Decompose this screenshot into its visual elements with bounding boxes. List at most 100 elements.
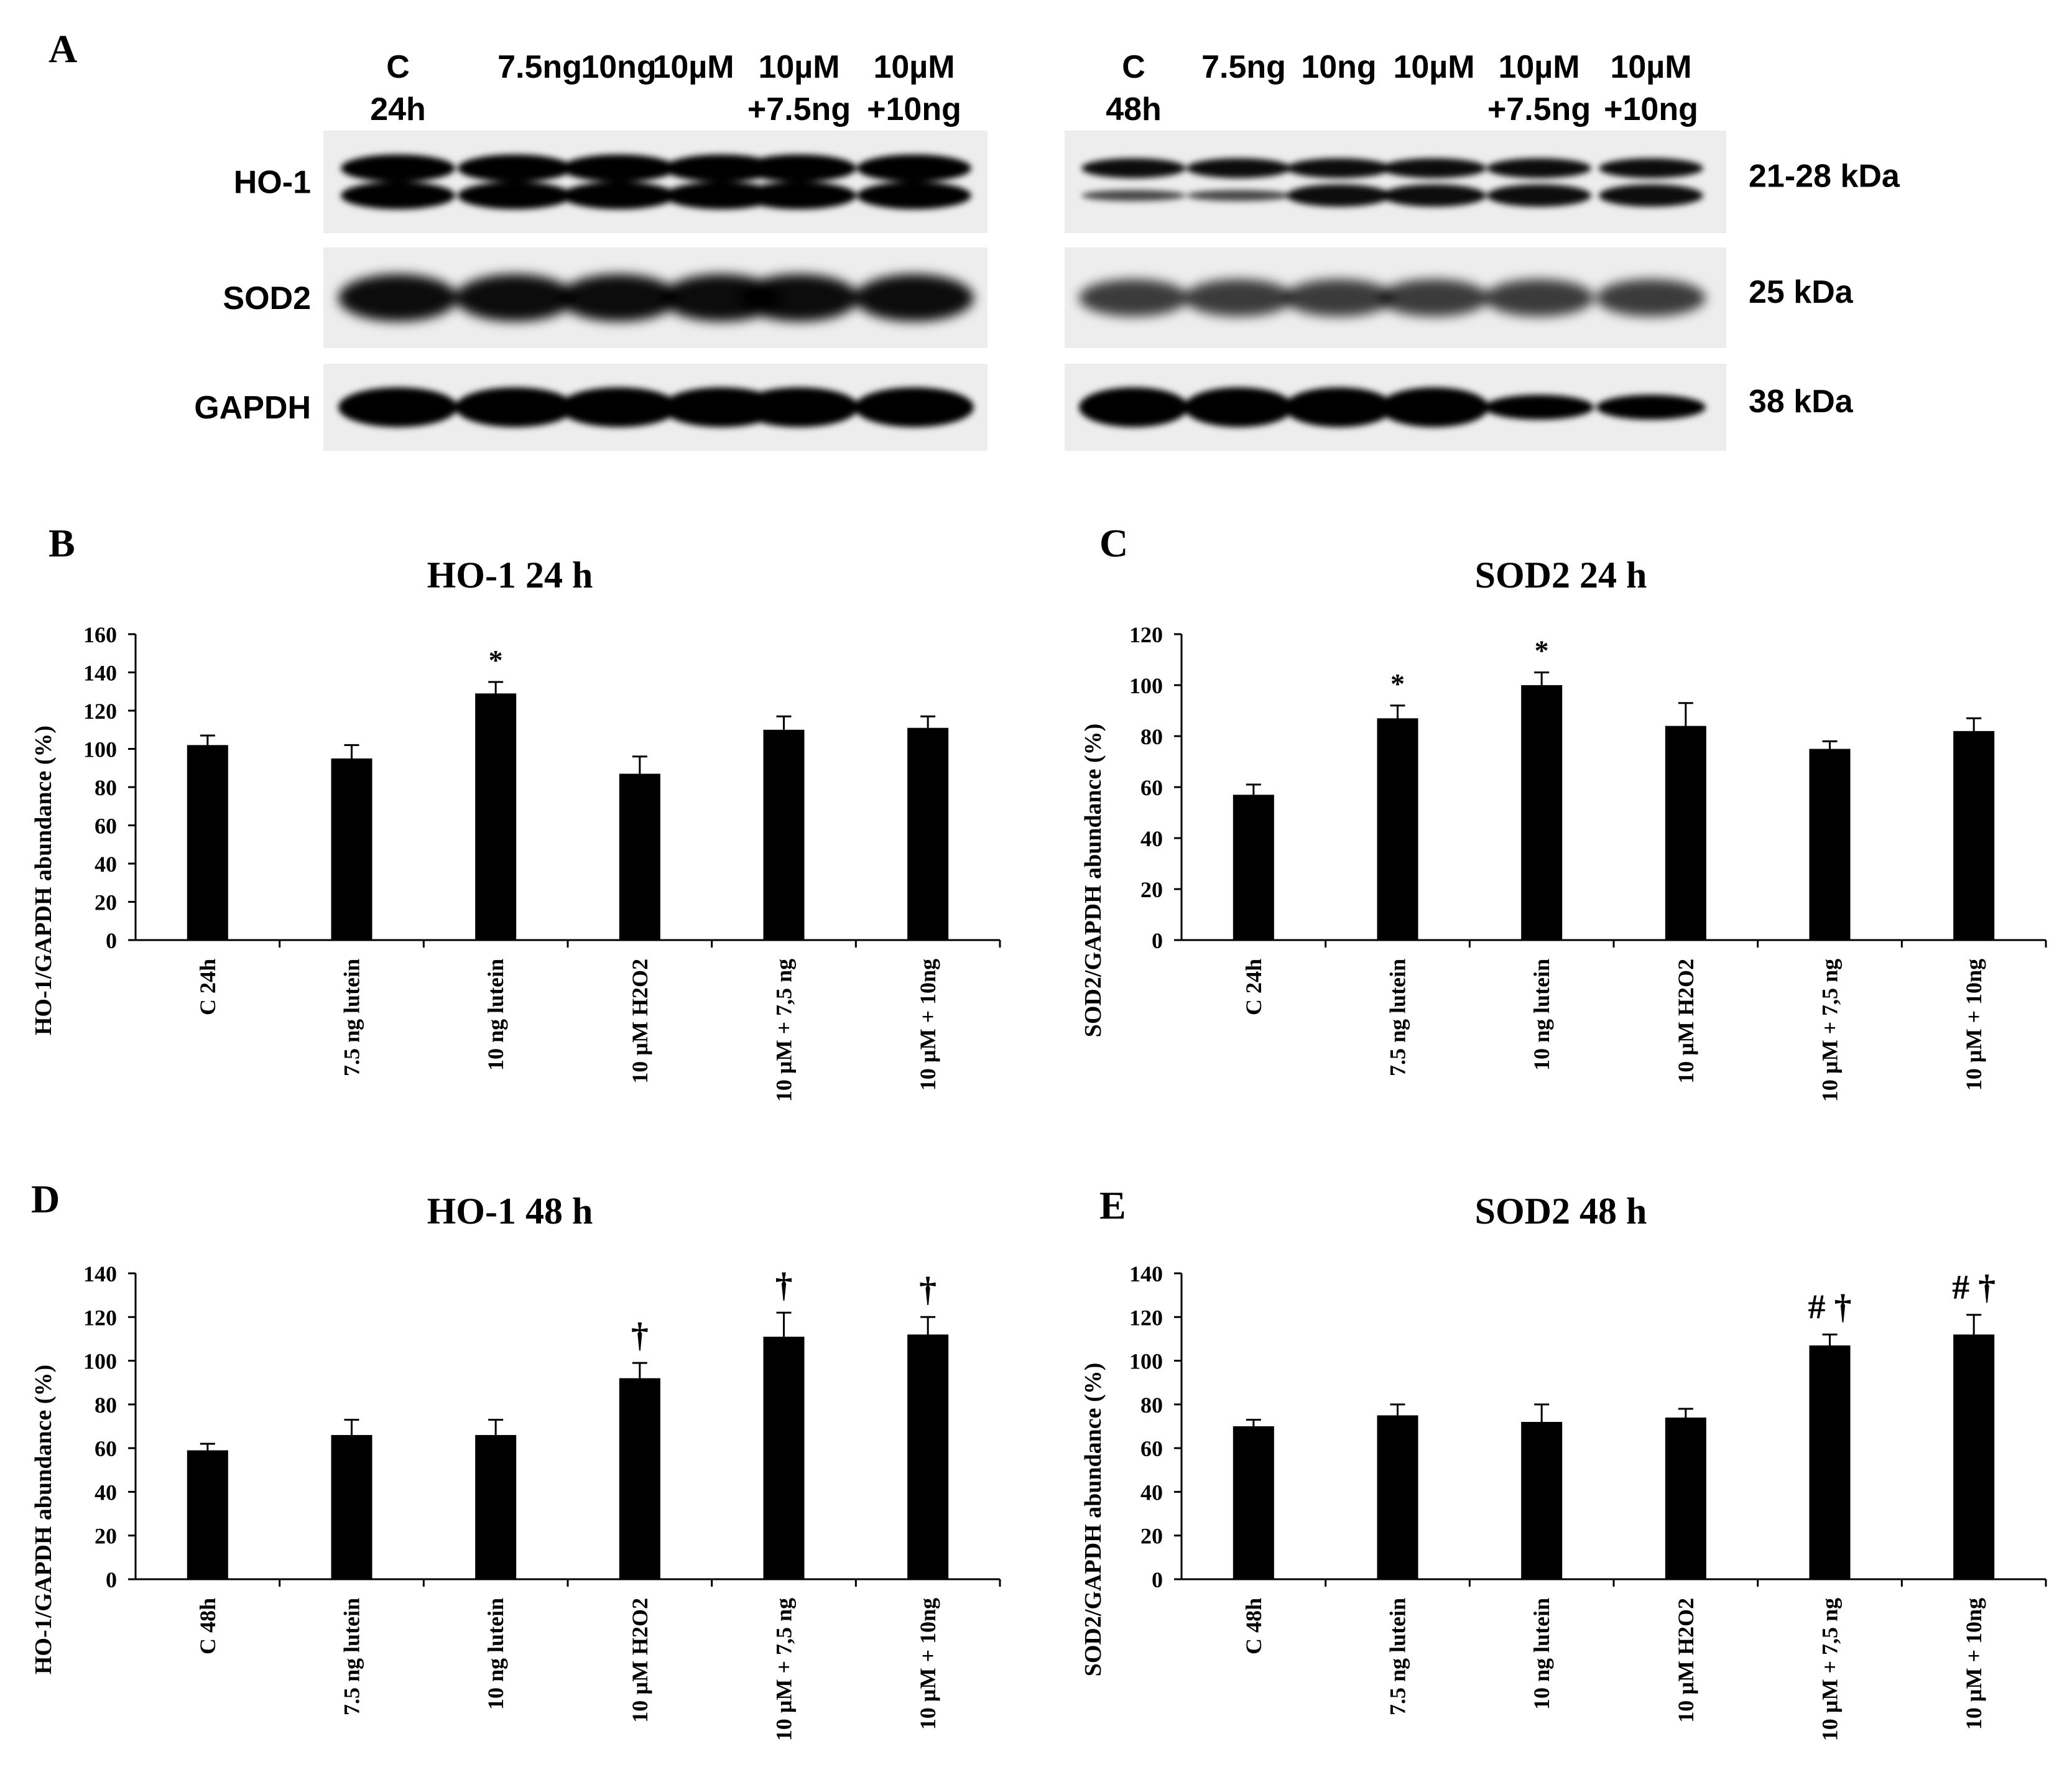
blot-strip-sod2 [1065,247,1726,348]
y-tick-label: 100 [1129,1349,1163,1374]
bar [1809,749,1851,940]
panel-letter-a: A [49,27,77,71]
x-category-label: 10 µM + 7,5 ng [772,959,797,1102]
x-category-label: 10 µM H2O2 [627,1598,652,1723]
x-category-label: 10 ng lutein [483,1598,508,1710]
x-category-label: 10 µM H2O2 [1673,1598,1698,1723]
y-tick-label: 80 [95,1393,117,1418]
y-tick-label: 140 [83,1262,117,1286]
y-tick-label: 140 [1129,1262,1163,1286]
kda-label: 38 kDa [1749,384,1854,420]
y-tick-label: 60 [95,814,117,839]
chart-title: HO-1 24 h [427,555,593,596]
y-tick-label: 20 [95,1524,117,1549]
x-category-label: C 24h [1241,959,1266,1015]
protein-label: GAPDH [194,390,311,426]
bar [1665,726,1706,940]
y-tick-label: 60 [1140,1436,1163,1461]
bar [763,729,805,940]
chart-b: B HO-1 24 h HO-1/GAPDH abundance (%) 0 20 40 6… [30,521,1001,1102]
bar [1809,1345,1851,1579]
bar [187,745,228,940]
y-axis-label: HO-1/GAPDH abundance (%) [30,1365,57,1674]
y-tick-label: 40 [1140,826,1163,851]
bar-charts: B HO-1 24 h HO-1/GAPDH abundance (%) 0 20 40 6… [30,521,2047,1741]
x-category-label: 10 ng lutein [1529,959,1554,1071]
lane-label: 10ng [581,49,656,85]
y-tick-label: 80 [1140,1393,1163,1418]
protein-label: SOD2 [223,280,311,316]
y-tick-label: 120 [1129,1305,1163,1330]
y-tick-label: 0 [106,1567,117,1592]
y-tick-label: 20 [1140,1524,1163,1549]
x-category-label: 10 µM H2O2 [1673,959,1698,1084]
bar [331,1435,372,1579]
bar [475,693,517,940]
bar [619,1378,660,1579]
panel-letter: C [1099,521,1128,565]
significance-marker: # † [1952,1268,1996,1307]
significance-marker: * [1535,635,1549,667]
bar [907,727,949,940]
y-tick-label: 80 [1140,724,1163,749]
significance-marker: # † [1808,1288,1852,1326]
significance-marker: * [1390,668,1405,699]
significance-marker: † [775,1266,793,1304]
lane-label: 10µM +7.5ng [1487,49,1591,127]
y-tick-label: 40 [95,1480,117,1505]
bar [1377,718,1418,940]
chart-e: E SOD2 48 h SOD2/GAPDH abundance (%) 0 20 40 6… [1080,1183,2047,1741]
bar [763,1336,805,1579]
y-tick-label: 100 [83,1349,117,1374]
lane-label: 10µM +10ng [867,49,961,127]
bar [1953,1334,1995,1579]
bar [331,758,372,940]
blot-strip-ho-1 [323,131,987,233]
panel-letter: B [49,521,75,565]
significance-marker: * [489,644,503,676]
lane-label: 10µM [652,49,734,85]
y-tick-label: 120 [83,1305,117,1330]
lane-label: C 48h [1106,49,1162,127]
x-category-label: 7.5 ng lutein [340,1598,364,1715]
y-axis-label: HO-1/GAPDH abundance (%) [30,726,57,1035]
x-category-label: C 48h [1241,1598,1266,1654]
y-tick-label: 0 [106,928,117,953]
bar [475,1435,517,1579]
blot-strip-sod2 [323,247,987,348]
x-category-label: 10 µM + 10ng [1961,959,1986,1091]
bar [1521,685,1563,940]
bar [187,1450,228,1579]
y-tick-label: 0 [1152,1567,1163,1592]
blot-strip-gapdh [323,364,987,451]
y-tick-label: 160 [83,622,117,647]
bar [1233,795,1274,940]
bar [1521,1421,1563,1579]
x-category-label: 10 µM + 10ng [915,959,940,1091]
y-tick-label: 140 [83,661,117,686]
blot-strip-gapdh [1065,364,1726,451]
protein-label: HO-1 [234,165,311,201]
kda-label: 21-28 kDa [1749,159,1900,195]
x-category-label: 10 ng lutein [1529,1598,1554,1710]
bar [907,1334,949,1579]
y-tick-label: 60 [1140,775,1163,800]
panel-letter: E [1099,1183,1126,1227]
bar [619,773,660,940]
lane-label: 7.5ng [497,49,582,85]
kda-label: 25 kDa [1749,274,1854,310]
lane-label: 10ng [1301,49,1376,85]
y-axis-label: SOD2/GAPDH abundance (%) [1080,1363,1106,1677]
lane-label: 10µM +10ng [1604,49,1698,127]
bar [1665,1417,1706,1579]
y-tick-label: 100 [83,737,117,762]
y-tick-label: 40 [95,852,117,877]
bar [1377,1415,1418,1579]
y-tick-label: 60 [95,1436,117,1461]
y-tick-label: 20 [95,890,117,915]
y-tick-label: 120 [1129,622,1163,647]
x-category-label: 10 µM + 7,5 ng [1818,1598,1843,1741]
panel-letter: D [31,1177,60,1221]
